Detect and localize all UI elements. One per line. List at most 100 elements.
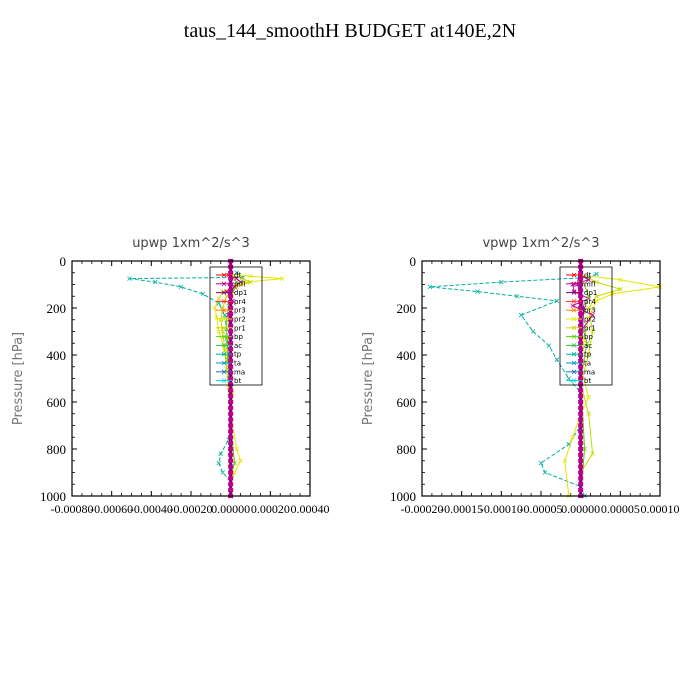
zero-line-marker xyxy=(228,435,234,440)
plot-frame xyxy=(421,260,661,497)
zero-line-marker xyxy=(578,288,584,293)
zero-line-marker xyxy=(578,335,584,340)
zero-line-marker xyxy=(578,329,584,334)
data-point-bp xyxy=(224,317,229,323)
zero-line-marker xyxy=(578,482,584,487)
legend-label-pr2: pr2 xyxy=(234,316,246,324)
data-point-pr1 xyxy=(586,305,591,311)
zero-line-marker xyxy=(578,435,584,440)
zero-line-marker xyxy=(578,476,584,481)
x-tick-label: -0.00040 xyxy=(130,502,173,516)
legend-box xyxy=(209,266,263,386)
zero-line-marker xyxy=(228,423,234,428)
data-point-tp xyxy=(554,357,560,362)
data-point-tp xyxy=(518,312,524,318)
legend-label-pr1: pr1 xyxy=(234,324,246,332)
zero-line-marker xyxy=(578,347,584,352)
zero-line-marker xyxy=(578,452,584,457)
data-point-pr1 xyxy=(594,293,599,299)
y-tick-label: 800 xyxy=(47,442,67,457)
zero-line-marker xyxy=(578,376,584,381)
zero-line-marker xyxy=(578,353,584,357)
zero-line-marker xyxy=(228,329,234,334)
data-point-tp xyxy=(218,451,224,456)
x-tick-label: -0.00080 xyxy=(51,502,94,516)
zero-line-marker xyxy=(228,341,234,346)
zero-line-marker xyxy=(228,417,234,422)
data-point-tp xyxy=(514,293,520,299)
y-tick-label: 600 xyxy=(397,395,417,410)
zero-line-marker xyxy=(578,306,584,310)
data-point-pr1 xyxy=(248,279,253,285)
x-tick-label: 0.00000 xyxy=(561,502,600,516)
zero-line-marker xyxy=(228,405,234,410)
data-point-tp xyxy=(594,271,599,277)
legend-label-bp: bp xyxy=(584,333,593,341)
legend-label-bp: bp xyxy=(234,333,243,341)
zero-line-marker xyxy=(228,400,234,404)
y-tick-label: 1000 xyxy=(40,489,66,504)
data-point-tp xyxy=(546,343,552,348)
y-tick-label: 0 xyxy=(60,254,67,269)
legend-marker-ta xyxy=(221,360,227,366)
legend-marker-pr2 xyxy=(221,316,227,322)
legend-label-mfl: mfl xyxy=(234,280,245,288)
x-tick-label: 0.00010 xyxy=(641,502,680,516)
zero-line-marker xyxy=(228,488,234,493)
y-tick-label: 200 xyxy=(397,301,417,316)
data-point-pr2 xyxy=(232,470,237,475)
legend-label-pr3: pr3 xyxy=(234,307,246,315)
zero-line-marker xyxy=(578,323,584,328)
zero-line-marker xyxy=(228,347,234,352)
x-tick-label: 0.00005 xyxy=(601,502,640,516)
data-point-pr2 xyxy=(248,273,253,279)
y-tick-label: 600 xyxy=(47,395,67,410)
zero-line-marker xyxy=(578,441,584,446)
data-point-pr1 xyxy=(594,279,599,285)
panel-2: vpwp 1xm^2/s^3 Pressure [hPa] 0 200 400 600 80… xyxy=(361,236,680,516)
data-point-pr2 xyxy=(586,395,591,400)
data-point-mfl xyxy=(570,282,576,287)
series-line-pr2 xyxy=(214,273,283,496)
zero-line-marker xyxy=(578,300,584,305)
zero-line-marker xyxy=(578,464,584,469)
legend-marker-pr2 xyxy=(571,316,577,322)
zero-line-marker xyxy=(228,441,234,446)
legend-marker-dp1 xyxy=(571,290,577,295)
zero-line-marker xyxy=(578,364,584,369)
legend-marker-pr4 xyxy=(221,299,227,304)
zero-line-marker xyxy=(228,364,234,369)
data-point-pr2 xyxy=(618,277,623,283)
legend-marker-tp xyxy=(571,351,577,357)
panel-title: vpwp 1xm^2/s^3 xyxy=(482,236,599,251)
legend-label-dt: dt xyxy=(234,272,241,280)
zero-line-marker xyxy=(228,470,234,475)
zero-line-marker xyxy=(578,470,584,475)
x-tick-label: 0.00020 xyxy=(251,502,290,516)
legend-label-tp: tp xyxy=(234,351,242,359)
data-point-tp xyxy=(542,470,548,475)
legend-marker-dp1 xyxy=(221,290,227,295)
series-line-pr1 xyxy=(580,274,623,496)
legend-marker-pr3 xyxy=(571,307,577,313)
legend-box xyxy=(559,266,613,386)
data-point-pr1 xyxy=(220,305,226,311)
zero-line-marker xyxy=(228,411,234,416)
zero-line-marker xyxy=(228,376,234,381)
zero-line-marker xyxy=(578,411,584,416)
zero-line-marker xyxy=(578,394,584,399)
x-tick-label: -0.00020 xyxy=(170,502,213,516)
chart-title: taus_144_smoothH BUDGET at140E,2N xyxy=(183,20,517,42)
legend-label-pr2: pr2 xyxy=(584,316,596,324)
plot-frame xyxy=(71,260,311,497)
zero-line-marker xyxy=(228,458,234,463)
legend-label-ma: ma xyxy=(584,368,595,376)
zero-line-marker xyxy=(578,341,584,346)
zero-line-marker xyxy=(578,358,584,363)
data-point-pr2 xyxy=(216,296,222,301)
legend-label-pr4: pr4 xyxy=(584,298,596,306)
x-tick-label: -0.00060 xyxy=(90,502,133,516)
zero-line-marker xyxy=(578,417,584,422)
legend-label-dp1: dp1 xyxy=(584,289,597,297)
